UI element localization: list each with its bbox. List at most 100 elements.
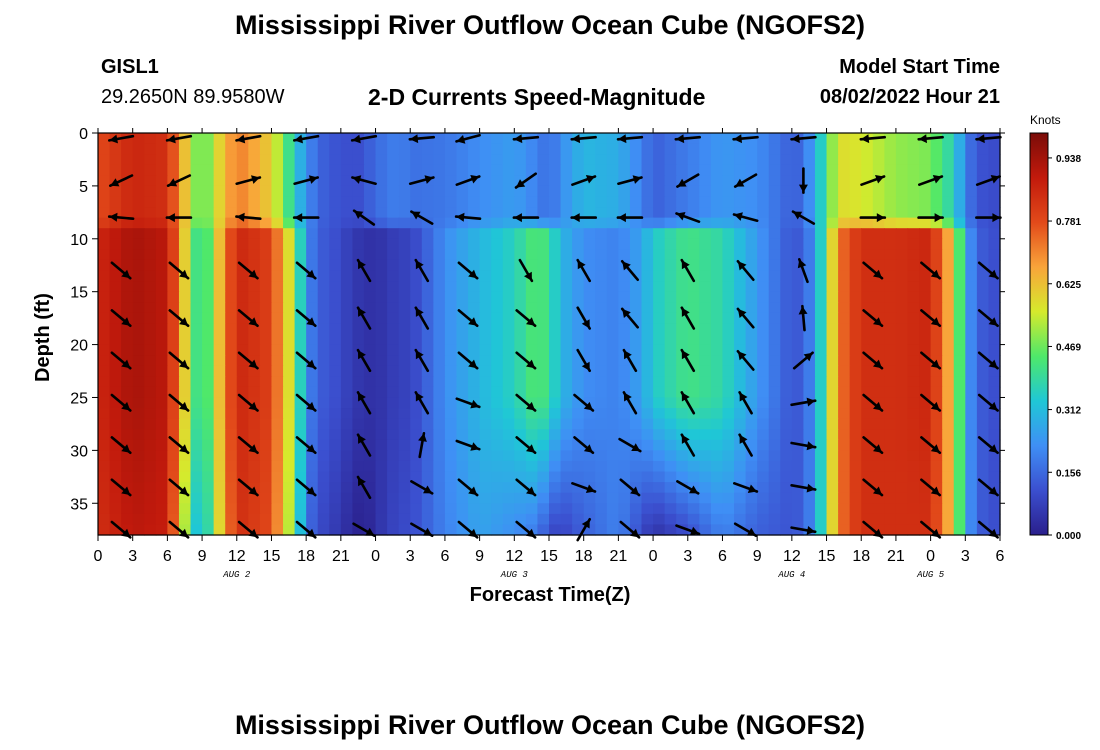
heatmap-cell [329, 418, 342, 430]
heatmap-cell [514, 471, 527, 483]
heatmap-cell [560, 492, 573, 504]
heatmap-cell [433, 408, 446, 420]
heatmap-cell [121, 154, 134, 166]
heatmap-cell [387, 302, 400, 314]
heatmap-cell [213, 164, 226, 176]
heatmap-cell [306, 365, 319, 377]
vector-head [934, 213, 943, 223]
current-vector [570, 213, 598, 223]
heatmap-cell [919, 492, 932, 504]
heatmap-cell [537, 460, 550, 473]
heatmap-cell [421, 450, 434, 462]
heatmap-cell [791, 471, 805, 483]
heatmap-cell [167, 185, 180, 198]
heatmap-cell [306, 408, 319, 420]
heatmap-cell [225, 429, 238, 441]
heatmap-cell [109, 312, 122, 325]
heatmap-cell [375, 217, 388, 229]
heatmap-cell [583, 164, 596, 176]
vector-head [806, 526, 816, 535]
heatmap-cell [653, 154, 666, 166]
heatmap-cell [468, 249, 481, 261]
heatmap-cell [907, 408, 920, 420]
heatmap-cell [387, 259, 400, 272]
vector-head [806, 483, 816, 493]
heatmap-cell [907, 312, 920, 325]
heatmap-cell [907, 513, 920, 526]
heatmap-cell [155, 154, 168, 166]
heatmap-cell [988, 154, 1001, 166]
heatmap-cell [953, 249, 966, 261]
heatmap-cell [387, 344, 400, 356]
heatmap-cell [849, 270, 862, 282]
vector-head [179, 444, 189, 453]
current-vector [457, 261, 479, 280]
current-vector [680, 433, 696, 457]
heatmap-cell [537, 503, 550, 515]
heatmap-cell [410, 471, 423, 483]
heatmap-cell [629, 143, 643, 155]
current-vector [237, 261, 259, 280]
heatmap-cell [502, 386, 515, 399]
heatmap-cell [271, 270, 284, 282]
heatmap-cell [190, 143, 203, 155]
heatmap-cell [363, 460, 377, 473]
heatmap-cell [271, 503, 284, 515]
heatmap-cell [976, 217, 990, 229]
heatmap-cell [283, 175, 296, 187]
x-tick-label: 18 [297, 548, 315, 565]
heatmap-cell [907, 217, 920, 229]
heatmap-cell [132, 302, 145, 314]
heatmap-cell [549, 418, 562, 430]
heatmap-cell [294, 291, 307, 303]
heatmap-cell [225, 217, 238, 229]
heatmap-cell [225, 365, 238, 377]
heatmap-cell [502, 460, 515, 473]
current-vector [674, 134, 702, 144]
heatmap-cell [572, 376, 585, 388]
heatmap-cell [121, 408, 134, 420]
heatmap-cell [433, 143, 446, 155]
vector-head [930, 401, 940, 411]
heatmap-cell [930, 471, 943, 483]
heatmap-cell [537, 492, 550, 504]
heatmap-cell [421, 418, 434, 430]
heatmap-cell [202, 513, 215, 526]
heatmap-cell [213, 365, 226, 377]
heatmap-cell [676, 238, 689, 250]
heatmap-cell [190, 164, 203, 176]
heatmap-cell [225, 270, 238, 282]
heatmap-cell [121, 460, 134, 473]
heatmap-cell [283, 344, 296, 356]
heatmap-cell [664, 185, 677, 198]
heatmap-cell [144, 503, 157, 515]
heatmap-cell [525, 217, 539, 229]
heatmap-cell [791, 302, 805, 314]
heatmap-cell [976, 207, 990, 219]
heatmap-cell [132, 344, 145, 356]
heatmap-cell [167, 376, 180, 388]
heatmap-cell [121, 259, 134, 272]
heatmap-cell [202, 281, 215, 293]
heatmap-cell [317, 185, 330, 198]
heatmap-cell [826, 429, 839, 441]
heatmap-cell [398, 143, 411, 155]
heatmap-cell [768, 238, 781, 250]
heatmap-cell [525, 228, 539, 240]
heatmap-cell [456, 503, 469, 515]
heatmap-cell [109, 482, 122, 494]
heatmap-cell [340, 408, 354, 420]
heatmap-cell [953, 164, 966, 176]
heatmap-cell [734, 228, 747, 240]
heatmap-cell [340, 133, 354, 145]
heatmap-cell [687, 270, 700, 282]
heatmap-cell [919, 217, 932, 229]
heatmap-cell [132, 164, 145, 176]
heatmap-cell [768, 408, 781, 420]
heatmap-cell [537, 471, 550, 483]
x-tick-label: 3 [683, 548, 692, 565]
heatmap-cell [745, 196, 758, 208]
heatmap-cell [664, 334, 677, 346]
heatmap-cell [155, 439, 168, 451]
heatmap-cell [942, 418, 955, 430]
